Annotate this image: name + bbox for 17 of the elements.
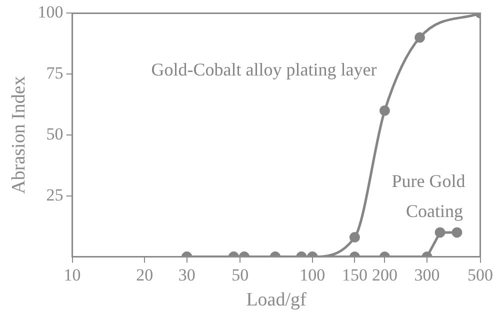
y-tick-label: 100: [38, 2, 64, 22]
x-axis-title: Load/gf: [246, 290, 308, 311]
x-tick-label: 30: [178, 265, 196, 284]
x-tick-label: 500: [468, 265, 493, 284]
x-tick-label: 200: [372, 265, 398, 284]
series-label: Pure Gold Coating: [392, 171, 466, 222]
x-tick-label: 100: [300, 265, 326, 284]
y-tick-label: 50: [46, 124, 64, 144]
y-tick-label: 25: [46, 185, 64, 204]
y-tick-label: 75: [46, 64, 64, 83]
x-tick-label: 10: [64, 265, 81, 284]
x-tick-label: 20: [136, 265, 154, 284]
x-tick-label: 300: [414, 265, 440, 284]
x-tick-label: 50: [232, 265, 249, 284]
x-tick-label: 150: [342, 265, 368, 284]
series-label: Gold-Cobalt alloy plating layer: [151, 59, 377, 80]
y-axis-title: Abrasion Index: [8, 76, 30, 194]
